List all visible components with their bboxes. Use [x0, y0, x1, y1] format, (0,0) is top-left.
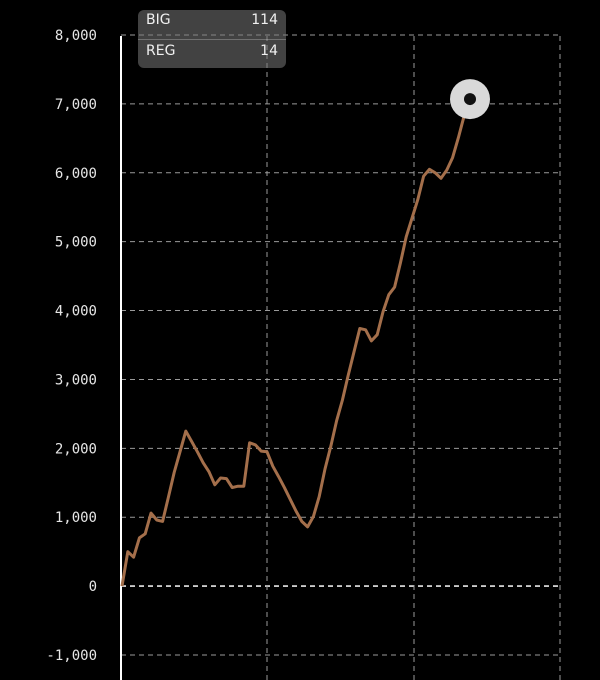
end-point-marker: [450, 79, 490, 120]
legend-value: 114: [251, 12, 278, 28]
y-tick-label: 4,000: [55, 304, 97, 320]
legend-value: 14: [260, 43, 278, 59]
legend-divider: [138, 39, 286, 40]
legend-label: REG: [146, 43, 176, 59]
y-tick-label: 8,000: [55, 28, 97, 44]
legend-box: BIG 114 REG 14: [138, 10, 286, 68]
legend-row-big: BIG 114: [146, 12, 278, 32]
y-tick-label: 5,000: [55, 235, 97, 251]
end-marker-dot: [464, 93, 476, 106]
legend-row-reg: REG 14: [146, 43, 278, 63]
y-tick-labels: 8,000 7,000 6,000 5,000 4,000 3,000 2,000 1,000…: [46, 28, 97, 664]
y-tick-label: 6,000: [55, 166, 97, 182]
y-tick-label: 7,000: [55, 97, 97, 113]
y-tick-label: 3,000: [55, 372, 97, 388]
y-tick-label: -1,000: [46, 648, 97, 664]
series-line: [120, 98, 472, 587]
y-tick-label: 2,000: [55, 441, 97, 457]
y-tick-label: 0: [89, 579, 97, 595]
grid-lines: [121, 34, 561, 680]
y-tick-label: 1,000: [55, 510, 97, 526]
legend-label: BIG: [146, 12, 171, 28]
